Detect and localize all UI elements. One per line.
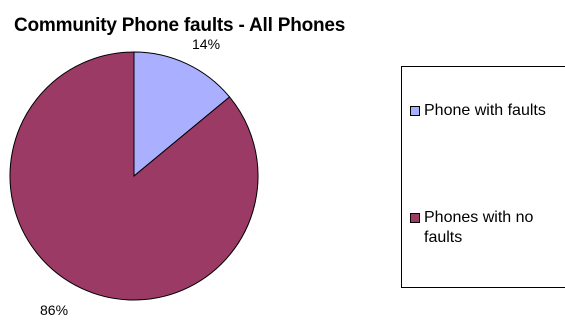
slice-label-no-faults: 86% bbox=[40, 302, 69, 318]
legend-entry-no-faults: Phones with no faults bbox=[410, 208, 565, 248]
pie-slice-faults bbox=[133, 51, 231, 178]
legend-label-faults: Phone with faults bbox=[424, 102, 546, 119]
legend-swatch-no-faults bbox=[410, 213, 420, 223]
slice-label-faults: 14% bbox=[192, 36, 221, 52]
chart-title: Community Phone faults - All Phones bbox=[14, 15, 346, 36]
pie-slice-no-faults bbox=[9, 51, 259, 301]
chart-legend: Phone with faults Phones with no faults bbox=[401, 66, 565, 288]
legend-swatch-faults bbox=[410, 106, 420, 116]
legend-entry-faults: Phone with faults bbox=[410, 101, 565, 121]
legend-label-no-faults: Phones with no faults bbox=[424, 209, 534, 246]
